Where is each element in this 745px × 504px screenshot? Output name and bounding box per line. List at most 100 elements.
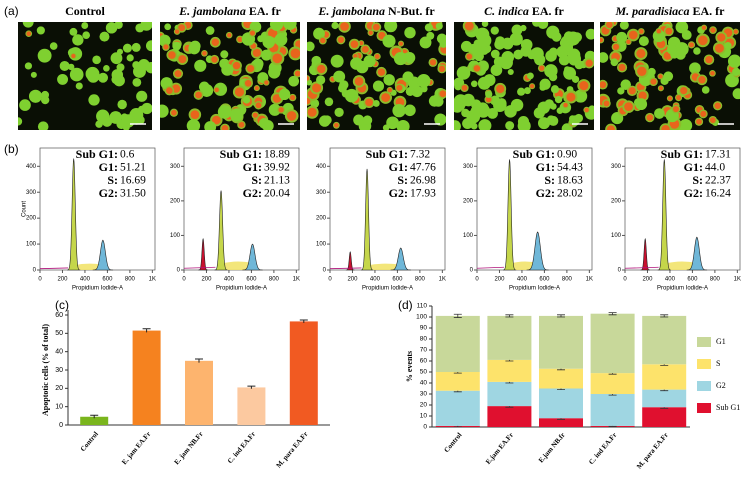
species: M. paradisiaca [614,4,689,18]
nucleus [579,81,589,91]
cell [532,22,542,27]
cell [481,22,489,27]
nucleus [637,66,647,77]
cell [117,99,127,110]
x-tick-label: 400 [665,277,676,283]
cell [205,26,215,35]
title-text: Control [65,4,105,18]
sphase [73,263,103,270]
nucleus [290,94,296,101]
cell [204,121,217,130]
x-tick-label: 200 [494,277,505,283]
stat-value: 18.63 [557,175,583,187]
nucleus [312,83,322,93]
cells [160,22,300,130]
nucleus [709,117,716,123]
cell [523,87,531,95]
cell [19,99,31,111]
cell [567,48,581,62]
nucleus [665,27,673,35]
nucleus [439,90,446,98]
peak [657,159,671,271]
cell [188,42,201,55]
x-tick-label: 200 [201,277,212,283]
y-tick-label: 10 [420,413,428,420]
nucleus [374,54,380,59]
stat-name: Sub G1: [661,147,703,161]
y-tick-label: 100 [463,233,474,239]
y-tick-label: 0 [618,268,622,274]
cell [396,119,410,130]
nucleus [368,30,373,36]
cell [527,51,536,60]
nucleus [603,100,610,107]
nucleus [398,41,404,46]
cell [404,104,416,117]
x-tick-label: M. para EA.Fr [275,430,310,469]
x-tick-label: 200 [347,277,358,283]
cells [18,22,152,130]
stat-name: Sub G1: [220,147,262,161]
cell [132,61,141,69]
nucleus [340,22,349,31]
nucleus [566,92,576,102]
nucleus [178,55,187,64]
bar-segment [642,407,687,427]
error-bar [453,313,462,318]
stat-name: Sub G1: [513,147,555,161]
nucleus [272,94,282,103]
x-tick-label: 0 [623,277,627,283]
nucleus [252,48,261,57]
cell [539,78,551,90]
cell [122,43,132,53]
nucleus [307,76,310,81]
nucleus [249,30,256,36]
nucleus [563,102,568,108]
cell [487,108,498,119]
y-tick-label: 0 [323,268,327,274]
nucleus [473,65,481,72]
stat-value: 16.24 [705,188,731,200]
cell [145,40,152,52]
nucleus [485,96,492,103]
nucleus [667,96,673,101]
cell [200,83,214,97]
cell [732,67,740,77]
cell [331,22,339,30]
sphase [367,263,401,270]
stat-name: S: [397,173,408,187]
nucleus [429,59,437,66]
cell [278,88,291,101]
nucleus [464,22,474,31]
nucleus [529,84,535,89]
y-tick-label: 80 [420,336,428,343]
bar-segment [539,368,583,389]
stat-value: 0.90 [557,149,577,161]
bar [185,360,213,425]
stat-name: G1: [684,160,703,174]
stat-name: G2: [536,186,555,200]
bar-segment [590,313,635,374]
stat-name: G1: [99,160,118,174]
y-tick-label: 30 [55,367,63,374]
x-tick-label: 0 [328,277,332,283]
nucleus [337,36,345,43]
stat-name: G2: [389,186,408,200]
cell [97,72,109,83]
stat-name: G2: [684,186,703,200]
cell [59,60,70,71]
cell [57,73,69,85]
nucleus [359,41,364,46]
legend-label: G1 [716,337,726,346]
fit-curve [624,266,659,269]
cell [172,41,182,51]
cell [588,105,594,113]
sphase [664,261,697,270]
nucleus [267,28,278,38]
nucleus [636,49,646,59]
error-bar [142,328,151,333]
peak [198,237,208,271]
stat-name: G1: [536,160,555,174]
y-tick-label: 90 [420,325,428,332]
cell [600,52,609,63]
